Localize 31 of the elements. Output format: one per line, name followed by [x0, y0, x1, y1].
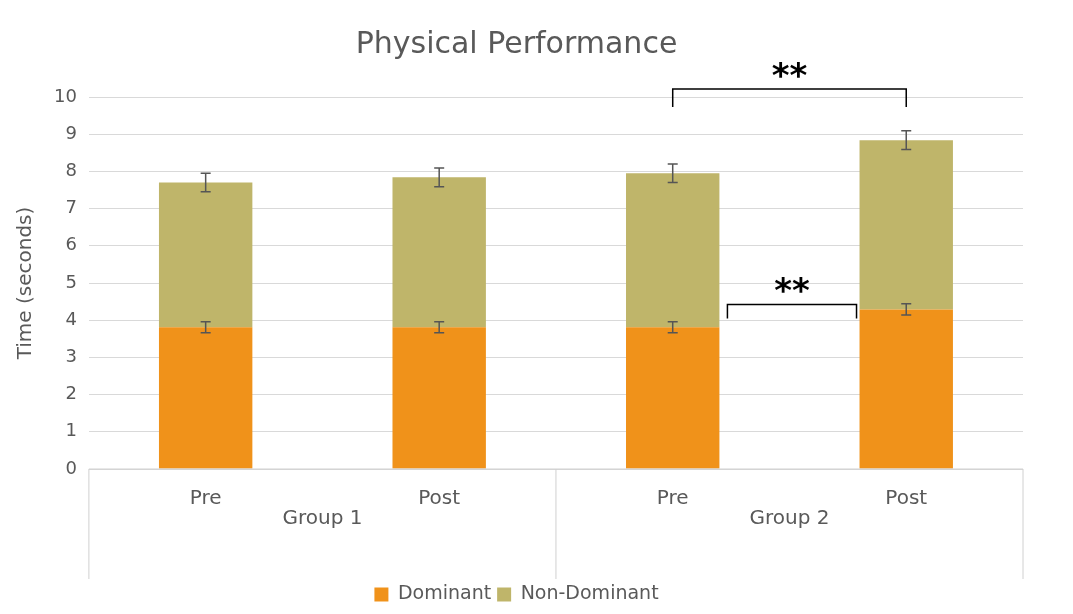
bar [859, 140, 953, 310]
legend-label: Dominant [397, 581, 492, 604]
bar [626, 173, 720, 328]
y-tick-label: 5 [65, 270, 77, 292]
text: ** [771, 55, 808, 95]
x-tick-label: Pre [189, 485, 222, 510]
y-tick-label: 4 [65, 307, 77, 329]
annotation: ** [774, 270, 810, 311]
text: Group 2 [749, 505, 830, 530]
y-tick-label: 3 [65, 345, 77, 367]
bar [859, 309, 953, 469]
y-tick-label: 2 [65, 382, 77, 404]
y-tick-label: 0 [65, 456, 77, 478]
y-tick-label: 1 [65, 419, 77, 441]
bar [392, 327, 486, 469]
chart-title: Physical Performance [355, 24, 678, 60]
bar [158, 327, 253, 469]
x-tick-label: Post [885, 485, 928, 510]
y-tick-label: 8 [65, 159, 77, 181]
y-tick-label: 7 [65, 196, 77, 218]
legend-label: Non-Dominant [520, 581, 659, 604]
y-tick-label: 10 [54, 84, 77, 106]
x-tick-label: Pre [656, 485, 689, 510]
text: Group 1 [282, 505, 363, 530]
y-tick-label: 6 [65, 233, 77, 255]
bar [392, 177, 486, 328]
y-tick-label: 9 [65, 121, 77, 143]
bar [158, 182, 253, 328]
x-tick-label: Post [418, 485, 461, 510]
y-axis-title: Time (seconds) [12, 206, 37, 361]
bar [626, 327, 720, 469]
